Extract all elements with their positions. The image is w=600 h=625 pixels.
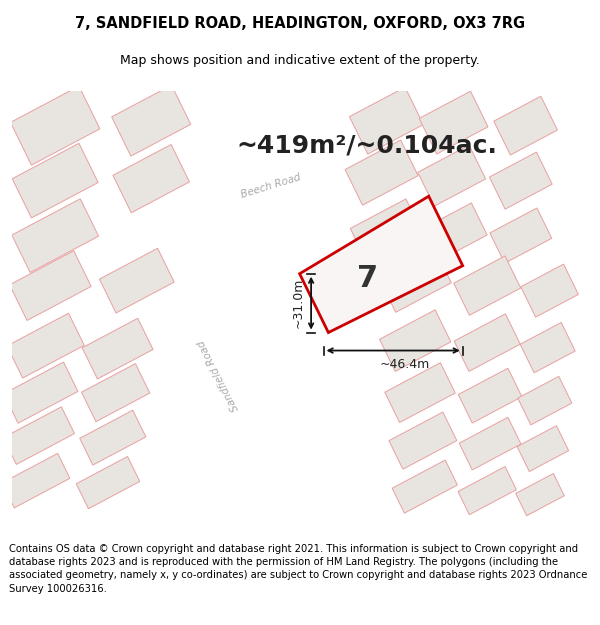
Polygon shape [419, 91, 488, 154]
Text: ~31.0m: ~31.0m [291, 278, 304, 328]
Polygon shape [100, 248, 174, 313]
Polygon shape [12, 199, 98, 272]
Polygon shape [494, 96, 557, 155]
Polygon shape [299, 196, 463, 332]
Polygon shape [454, 314, 520, 371]
Polygon shape [459, 418, 521, 470]
Polygon shape [7, 313, 84, 378]
Polygon shape [76, 456, 140, 509]
Polygon shape [349, 87, 424, 154]
Polygon shape [517, 426, 569, 471]
Text: Map shows position and indicative extent of the property.: Map shows position and indicative extent… [120, 54, 480, 68]
Polygon shape [82, 364, 150, 422]
Polygon shape [113, 144, 190, 212]
Polygon shape [345, 140, 418, 205]
Polygon shape [380, 310, 451, 371]
Text: ~419m²/~0.104ac.: ~419m²/~0.104ac. [237, 134, 497, 158]
Polygon shape [458, 466, 517, 515]
Polygon shape [418, 145, 485, 206]
Polygon shape [0, 134, 568, 498]
Polygon shape [490, 152, 552, 209]
Polygon shape [112, 85, 191, 156]
Polygon shape [3, 407, 74, 464]
Text: Contains OS data © Crown copyright and database right 2021. This information is : Contains OS data © Crown copyright and d… [9, 544, 587, 594]
Text: Sandfield Road: Sandfield Road [196, 338, 241, 413]
Polygon shape [0, 272, 600, 625]
Polygon shape [82, 318, 153, 379]
Polygon shape [420, 203, 487, 262]
Polygon shape [10, 251, 91, 321]
Polygon shape [389, 412, 457, 469]
Polygon shape [392, 460, 457, 513]
Polygon shape [12, 143, 98, 218]
Polygon shape [350, 199, 422, 262]
Polygon shape [11, 86, 100, 165]
Text: 7: 7 [356, 264, 378, 293]
Text: Beech Road: Beech Road [240, 172, 302, 199]
Polygon shape [0, 83, 600, 308]
Polygon shape [516, 474, 564, 516]
Polygon shape [385, 362, 455, 423]
Polygon shape [458, 368, 522, 423]
Text: 7, SANDFIELD ROAD, HEADINGTON, OXFORD, OX3 7RG: 7, SANDFIELD ROAD, HEADINGTON, OXFORD, O… [75, 16, 525, 31]
Polygon shape [454, 256, 521, 315]
Polygon shape [4, 362, 78, 423]
Polygon shape [520, 322, 575, 372]
Polygon shape [379, 249, 451, 312]
Polygon shape [2, 453, 70, 508]
Polygon shape [518, 376, 572, 425]
Polygon shape [80, 410, 146, 465]
Text: ~46.4m: ~46.4m [380, 358, 430, 371]
Polygon shape [490, 208, 552, 263]
Polygon shape [521, 264, 578, 317]
